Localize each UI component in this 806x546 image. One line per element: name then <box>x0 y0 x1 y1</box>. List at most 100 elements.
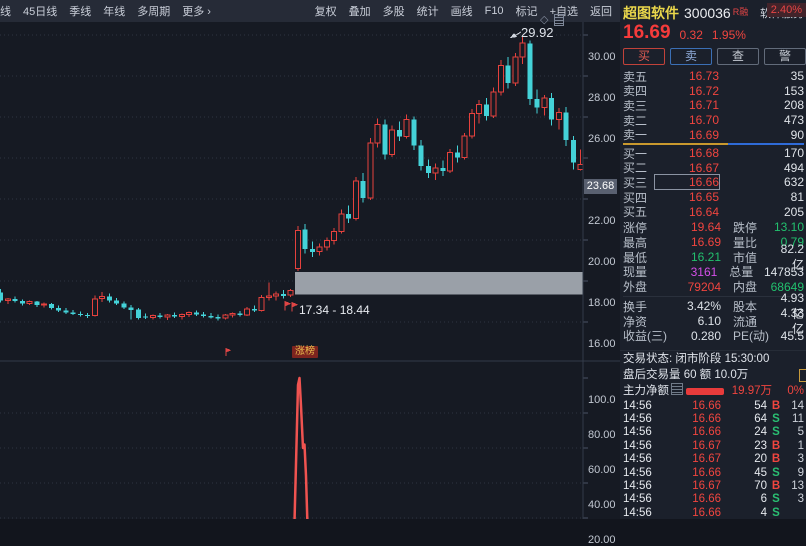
margin-tag: R融 <box>732 7 749 17</box>
bid-volume: 632 <box>783 175 804 190</box>
bid-price: 16.64 <box>688 204 719 219</box>
y-axis-label: 30.00 <box>588 51 616 63</box>
bid-label: 买二 <box>623 161 648 176</box>
current-price: 16.69 <box>623 22 671 43</box>
y-axis-label: 22.00 <box>588 215 616 227</box>
toolbar-left-item-1[interactable]: 45日线 <box>23 6 58 18</box>
ask-price: 16.70 <box>688 113 719 128</box>
ask-volume: 473 <box>783 113 804 128</box>
toolbar-right-item-4[interactable]: 画线 <box>450 6 473 18</box>
toolbar-right-item-5[interactable]: F10 <box>484 5 504 17</box>
ask-price: 16.73 <box>688 69 719 84</box>
tick-row: 14:56 16.66 6 S 3 <box>623 493 804 506</box>
bid-price: 16.68 <box>688 146 719 161</box>
stats-row: 收益(三) 0.280 PE(动) 45.5 <box>623 328 804 344</box>
last-price-badge: 23.68 <box>584 179 617 194</box>
ask-volume: 153 <box>783 83 804 98</box>
main-net-row: 主力净额 19.97万 0% <box>620 383 806 399</box>
ask-row[interactable]: 卖三 16.71 208 <box>623 98 804 113</box>
toolbar-left-item-5[interactable]: 更多 › <box>182 6 211 18</box>
tick-row: 14:56 16.66 24 S 5 <box>623 426 804 439</box>
ask-price: 16.71 <box>688 98 719 113</box>
ask-volume: 208 <box>783 98 804 113</box>
calendar-icon[interactable] <box>799 369 806 382</box>
ask-row[interactable]: 卖一 16.69 90 <box>623 127 804 143</box>
bid-price: 16.67 <box>688 160 719 175</box>
stats-row: 涨停 19.64 跌停 13.10 <box>623 220 804 235</box>
order-book-ratio-bar <box>623 142 804 145</box>
bid-row[interactable]: 买二 16.67 494 <box>623 161 804 176</box>
toolbar-right-item-0[interactable]: 复权 <box>314 6 337 18</box>
diamond-tool-icon[interactable]: ◇ <box>540 14 549 26</box>
bid-volume: 170 <box>783 146 804 161</box>
y-axis-label: 28.00 <box>588 92 616 104</box>
query-button[interactable]: 查 <box>717 48 759 65</box>
order-book: 卖五 16.73 35 卖四 16.72 153 卖三 16.71 208 卖二 16.70 473 卖… <box>623 69 804 219</box>
after-hours-text: 盘后交易量 60 额 10.0万 <box>623 369 749 381</box>
toolbar-right-item-6[interactable]: 标记 <box>515 6 538 18</box>
sub-axis-label: 60.00 <box>588 464 616 476</box>
toolbar-left-item-2[interactable]: 季线 <box>69 6 92 18</box>
toolbar-right-item-8[interactable]: 返回 <box>590 6 612 18</box>
bid-volume: 205 <box>783 204 804 219</box>
main-net-value: 19.97万 <box>731 385 772 397</box>
price-change: 0.32 <box>679 28 703 42</box>
ask-volume: 35 <box>790 69 804 84</box>
price-change-pct: 1.95% <box>711 28 746 42</box>
tick-row: 14:56 16.66 64 S 11 <box>623 413 804 426</box>
tick-list: 14:56 16.66 54 B 14 14:56 16.66 64 S 11 14:56 16.66… <box>623 399 804 519</box>
ask-row[interactable]: 卖二 16.70 473 <box>623 113 804 128</box>
bid-label: 买三 <box>623 175 648 190</box>
sell-button[interactable]: 卖 <box>670 48 712 65</box>
list-icon[interactable] <box>671 383 683 395</box>
sector-change: 2.40% <box>766 3 806 17</box>
bid-label: 买五 <box>623 205 648 220</box>
ask-volume: 90 <box>790 127 804 142</box>
y-axis-label: 16.00 <box>588 338 616 350</box>
sub-axis-label: 40.00 <box>588 499 616 511</box>
bid-row[interactable]: 买五 16.64 205 <box>623 204 804 220</box>
event-badge: 涨榜 <box>292 346 318 358</box>
toolbar: 线 45日线 季线 年线 多周期 更多 › 复权 叠加 多股 统计 画线 F10 标记 +自选 返回 <box>0 0 620 23</box>
page-tool-icon[interactable] <box>554 13 565 26</box>
ask-label: 卖二 <box>623 113 648 128</box>
tool-menu: 复权 叠加 多股 统计 画线 F10 标记 +自选 返回 <box>309 3 618 19</box>
toolbar-left-item-3[interactable]: 年线 <box>103 6 126 18</box>
main-net-bar <box>686 388 724 395</box>
ask-row[interactable]: 卖五 16.73 35 <box>623 69 804 84</box>
sub-axis-label: 80.00 <box>588 429 616 441</box>
buy-button[interactable]: 买 <box>623 48 665 65</box>
toolbar-right-item-3[interactable]: 统计 <box>416 6 439 18</box>
main-net-label: 主力净额 <box>623 385 669 397</box>
toolbar-right-item-1[interactable]: 叠加 <box>348 6 371 18</box>
stats-row: 外盘 79204 内盘 68649 <box>623 279 804 295</box>
bid-row[interactable]: 买三 16.66 632 <box>623 174 804 191</box>
bid-price: 16.65 <box>688 190 719 205</box>
candlestick-chart[interactable]: ◇ 30.00 28.00 26.00 22.00 20.00 18.00 16.00 100… <box>0 13 620 546</box>
y-axis-label: 26.00 <box>588 133 616 145</box>
tick-row: 14:56 16.67 20 B 3 <box>623 453 804 466</box>
stats-row: 最高 16.69 量比 0.79 <box>623 235 804 250</box>
toolbar-left-item-0[interactable]: 线 <box>0 6 11 18</box>
toolbar-left-item-4[interactable]: 多周期 <box>137 6 171 18</box>
tick-row: 14:56 16.66 4 S <box>623 506 780 519</box>
stats-row: 最低 16.21 市值 82.2亿 <box>623 241 804 272</box>
toolbar-right-item-2[interactable]: 多股 <box>382 6 405 18</box>
y-axis-label: 20.00 <box>588 256 616 268</box>
tick-row: 14:56 16.66 45 S 9 <box>623 466 804 479</box>
bid-row[interactable]: 买四 16.65 81 <box>623 190 804 205</box>
ask-row[interactable]: 卖四 16.72 153 <box>623 84 804 99</box>
bid-row[interactable]: 买一 16.68 170 <box>623 146 804 161</box>
high-annotation: 29.92 <box>521 25 554 40</box>
alert-button[interactable]: 警 <box>764 48 806 65</box>
ask-price: 16.69 <box>688 127 719 142</box>
period-tabs: 线 45日线 季线 年线 多周期 更多 › <box>0 3 217 19</box>
ask-label: 卖四 <box>623 84 648 99</box>
bid-price: 16.66 <box>654 174 720 191</box>
bid-volume: 494 <box>783 160 804 175</box>
bid-volume: 81 <box>790 190 804 205</box>
y-axis-label: 18.00 <box>588 297 616 309</box>
bid-label: 买一 <box>623 146 648 161</box>
